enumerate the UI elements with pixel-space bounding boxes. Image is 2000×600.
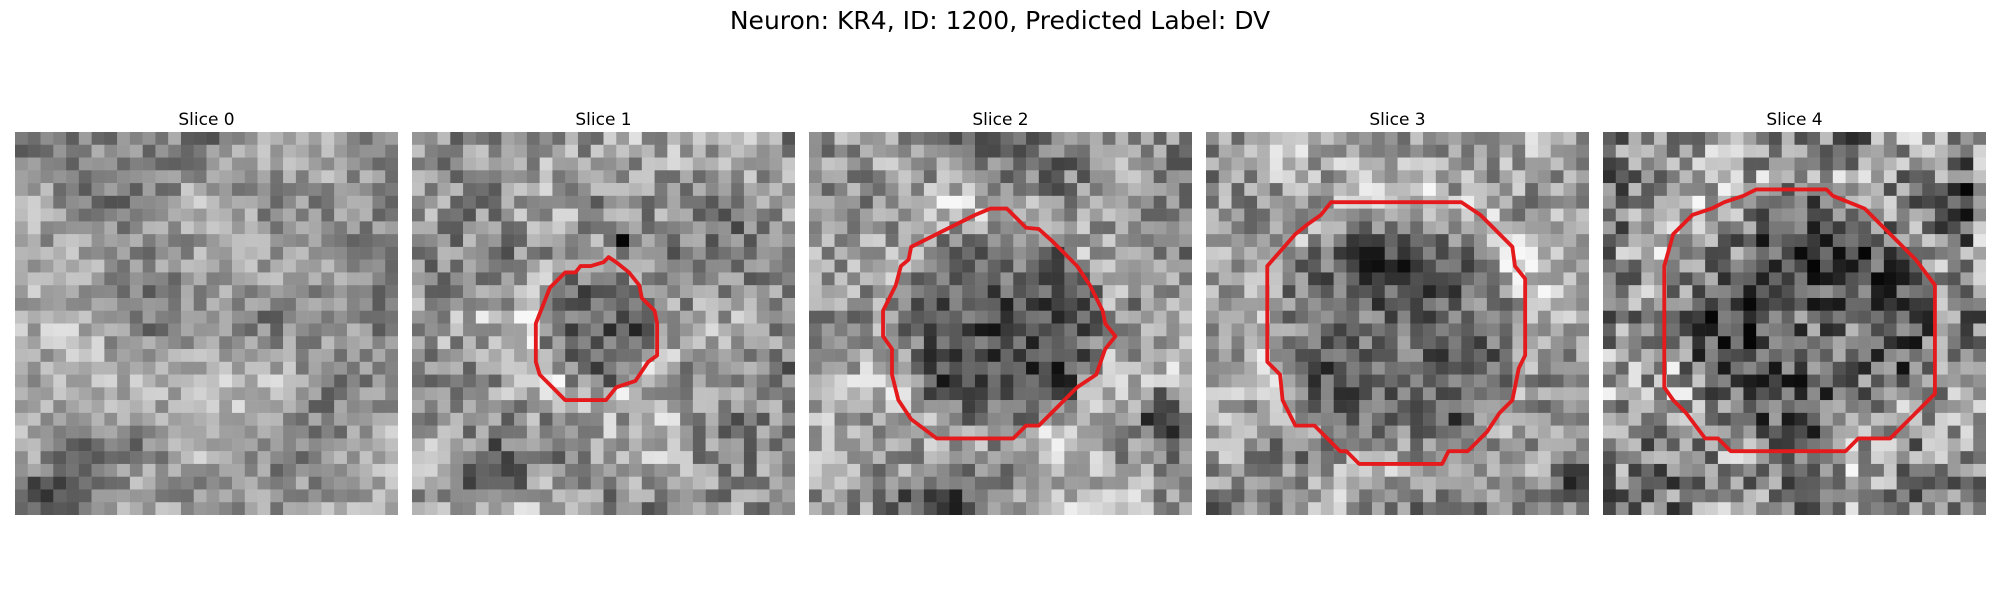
neuron-outline <box>1662 187 1937 454</box>
pixel-grid <box>1603 132 1986 515</box>
pixel-grid <box>15 132 398 515</box>
slice-panel-4: Slice 4 <box>1603 108 1986 515</box>
pixel-grid <box>1206 132 1589 515</box>
figure-title: Neuron: KR4, ID: 1200, Predicted Label: … <box>729 6 1271 35</box>
slice-panel-1: Slice 1 <box>412 108 795 515</box>
pixel-grid <box>412 132 795 515</box>
neuron-outline <box>533 255 660 403</box>
slice-image-0 <box>15 132 398 515</box>
pixel-grid <box>809 132 1192 515</box>
slice-title: Slice 3 <box>1369 110 1426 130</box>
slice-panel-2: Slice 2 <box>809 108 1192 515</box>
slice-panel-0: Slice 0 <box>15 108 398 515</box>
slice-image-4 <box>1603 132 1986 515</box>
neuron-outline <box>881 206 1118 441</box>
slice-image-1 <box>412 132 795 515</box>
neuron-outline <box>1265 200 1528 466</box>
slice-title: Slice 2 <box>972 110 1029 130</box>
slice-image-3 <box>1206 132 1589 515</box>
slice-title: Slice 1 <box>575 110 632 130</box>
slice-image-2 <box>809 132 1192 515</box>
slice-title: Slice 0 <box>178 110 235 130</box>
slice-title: Slice 4 <box>1766 110 1823 130</box>
slice-panel-3: Slice 3 <box>1206 108 1589 515</box>
